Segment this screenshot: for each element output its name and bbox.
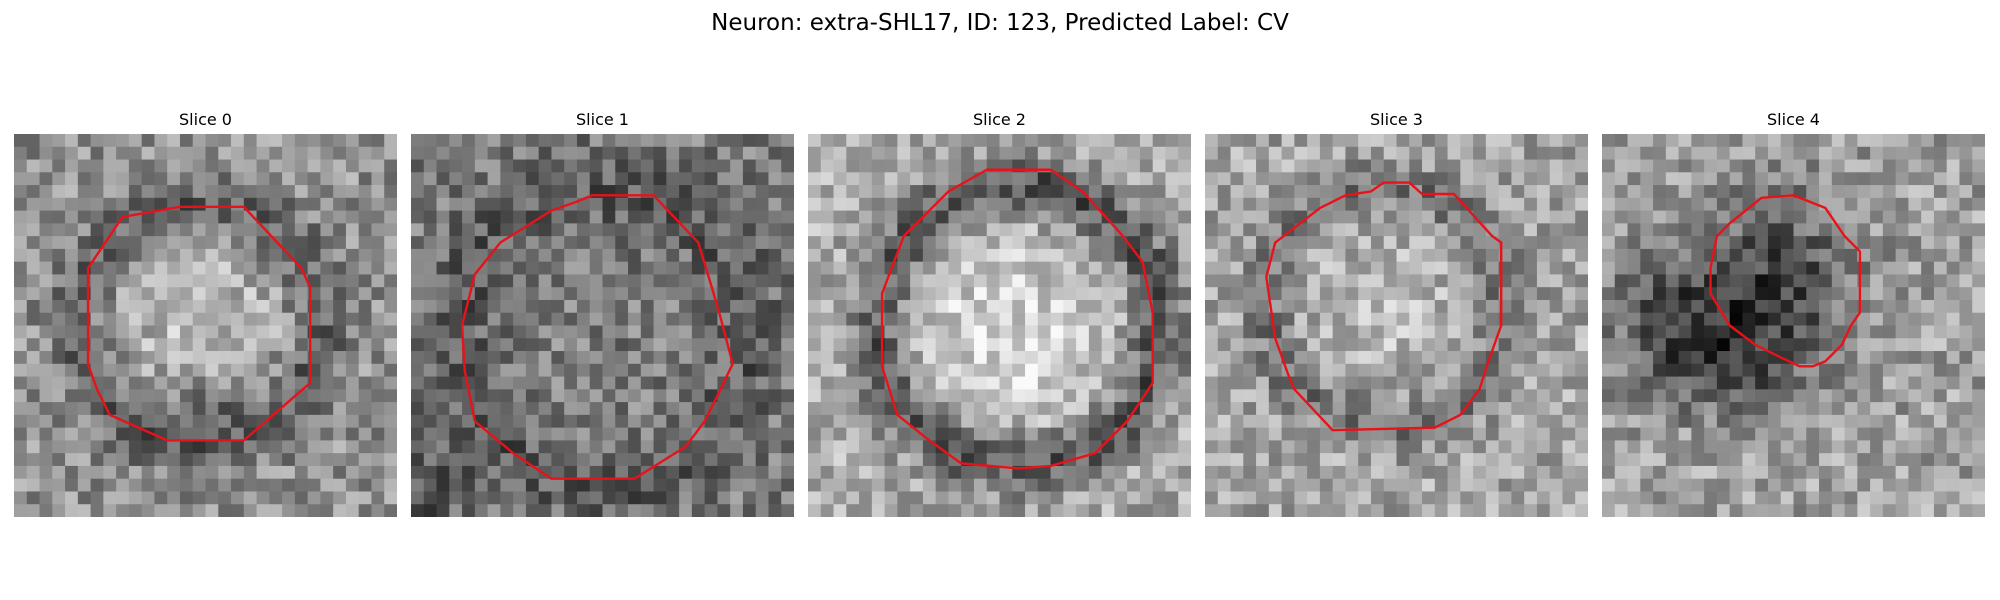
roi-contour [462, 195, 733, 478]
slice-title: Slice 2 [973, 110, 1026, 129]
slice-panel-0: Slice 0 [14, 108, 397, 517]
slice-panel-3: Slice 3 [1205, 108, 1588, 517]
slice-title: Slice 1 [576, 110, 629, 129]
roi-contour [882, 170, 1153, 469]
slice-panel-4: Slice 4 [1602, 108, 1985, 517]
slice-image [411, 134, 794, 517]
roi-contour [1711, 195, 1860, 366]
slice-title: Slice 4 [1767, 110, 1820, 129]
slice-image [14, 134, 397, 517]
roi-contour [88, 207, 310, 441]
slice-image [1205, 134, 1588, 517]
slice-image [1602, 134, 1985, 517]
roi-contour [1266, 183, 1501, 431]
slice-title: Slice 0 [179, 110, 232, 129]
figure-title: Neuron: extra-SHL17, ID: 123, Predicted … [711, 10, 1289, 36]
slice-panel-1: Slice 1 [411, 108, 794, 517]
slice-title: Slice 3 [1370, 110, 1423, 129]
slice-image [808, 134, 1191, 517]
slice-panel-2: Slice 2 [808, 108, 1191, 517]
